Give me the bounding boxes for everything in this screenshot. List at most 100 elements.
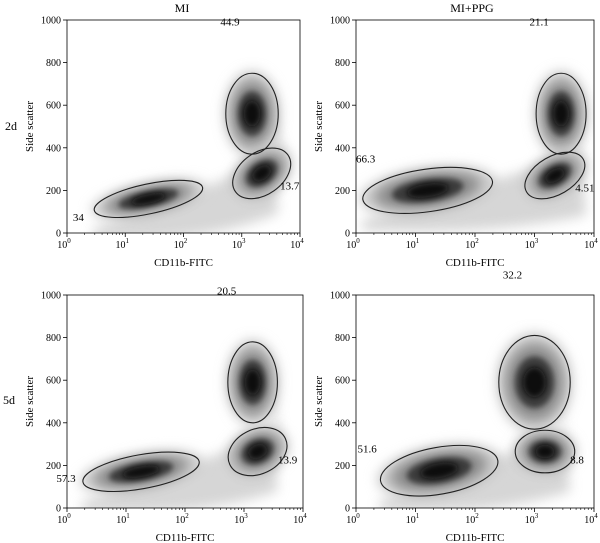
density-haze <box>82 362 280 508</box>
density-cloud-3-4 <box>545 168 565 183</box>
gate-outline-1 <box>362 166 494 214</box>
gate-label-2: 21.1 <box>529 17 548 29</box>
gate-outline-3 <box>232 147 292 200</box>
y-tick-label-3: 600 <box>335 101 350 112</box>
x-axis-label: CD11b-FITC <box>446 257 505 269</box>
y-tick-label-2: 400 <box>335 143 350 154</box>
y-tick-label-1: 200 <box>46 186 61 197</box>
y-axis-label: Side scatter <box>313 101 325 152</box>
scatter-panel-1: 34 44.9 13.7 0 200 400 600 800 1000 100 101 102 103 1… <box>24 16 304 270</box>
y-tick-label-4: 800 <box>46 333 61 344</box>
x-tick-label-3: 103 <box>525 512 539 526</box>
y-tick-label-3: 600 <box>46 376 61 387</box>
y-tick-label-2: 400 <box>46 143 61 154</box>
density-cloud-2-4 <box>523 367 546 398</box>
density-cloud-1-4 <box>406 183 449 198</box>
density-cloud-2-4 <box>243 100 261 127</box>
gate-label-1: 34 <box>73 212 85 224</box>
density-cloud-3-4 <box>248 443 267 460</box>
x-tick-label-0: 100 <box>57 512 71 526</box>
y-axis-label: Side scatter <box>24 376 36 427</box>
density-cloud-3-4 <box>252 165 271 182</box>
x-tick-label-0: 100 <box>57 237 71 251</box>
gate-label-1: 51.6 <box>358 444 378 456</box>
y-tick-label-4: 800 <box>335 58 350 69</box>
x-tick-label-4: 104 <box>584 237 598 251</box>
x-axis-label: CD11b-FITC <box>446 532 505 543</box>
y-tick-label-0: 0 <box>56 504 61 515</box>
y-tick-label-5: 1000 <box>330 16 350 27</box>
density-cloud-3-4 <box>535 444 555 459</box>
gate-label-3: 13.7 <box>280 180 300 192</box>
x-tick-label-2: 102 <box>174 237 188 251</box>
x-tick-label-1: 101 <box>406 237 420 251</box>
y-tick-label-0: 0 <box>345 229 350 240</box>
y-axis-label: Side scatter <box>24 101 36 152</box>
x-tick-label-3: 103 <box>234 512 248 526</box>
gate-outline-1 <box>379 444 499 497</box>
density-cloud-1-4 <box>131 192 166 205</box>
x-tick-label-2: 102 <box>175 512 189 526</box>
x-axis-label: CD11b-FITC <box>156 532 215 543</box>
scatter-panel-4: 51.6 32.2 8.8 0 200 400 600 800 1000 100 101 102 103… <box>313 269 598 543</box>
x-tick-label-4: 104 <box>290 237 304 251</box>
gate-label-1: 57.3 <box>56 473 76 485</box>
x-tick-label-2: 102 <box>465 512 479 526</box>
gate-label-2: 32.2 <box>503 269 522 281</box>
x-tick-label-4: 104 <box>584 512 598 526</box>
gate-label-3: 13.9 <box>278 455 298 467</box>
y-tick-label-5: 1000 <box>41 16 61 27</box>
density-layer <box>79 339 289 508</box>
y-tick-label-5: 1000 <box>330 291 350 302</box>
y-tick-label-2: 400 <box>46 418 61 429</box>
density-layer <box>359 71 588 232</box>
density-cloud-2-4 <box>553 100 570 127</box>
gate-outline-2 <box>535 72 587 155</box>
x-tick-label-1: 101 <box>116 512 130 526</box>
row-label-5d: 5d <box>3 393 15 407</box>
gate-label-3: 4.51 <box>575 182 594 194</box>
gate-outline-3 <box>514 429 576 474</box>
density-haze <box>379 362 571 508</box>
row-label-2d: 2d <box>5 119 17 133</box>
gate-outline-3 <box>524 151 586 200</box>
y-tick-label-1: 200 <box>46 461 61 472</box>
gate-outline-2 <box>498 334 571 430</box>
y-tick-label-4: 800 <box>46 58 61 69</box>
gate-outline-1 <box>93 179 204 219</box>
x-tick-label-2: 102 <box>465 237 479 251</box>
x-tick-label-0: 100 <box>346 237 360 251</box>
y-tick-label-1: 200 <box>335 186 350 197</box>
x-tick-label-3: 103 <box>232 237 246 251</box>
y-tick-label-4: 800 <box>335 333 350 344</box>
gate-label-2: 20.5 <box>217 285 237 297</box>
density-haze <box>93 93 285 233</box>
x-tick-label-3: 103 <box>525 237 539 251</box>
x-axis-label: CD11b-FITC <box>154 257 213 269</box>
x-tick-label-1: 101 <box>116 237 130 251</box>
scatter-panel-2: 66.3 21.1 4.51 0 200 400 600 800 1000 100 101 102 10… <box>313 16 598 270</box>
column-title-mi: MI <box>175 1 190 15</box>
x-tick-label-4: 104 <box>293 512 307 526</box>
y-tick-label-3: 600 <box>46 101 61 112</box>
y-tick-label-0: 0 <box>345 504 350 515</box>
density-layer <box>377 333 577 508</box>
scatter-panel-3: 57.3 20.5 13.9 0 200 400 600 800 1000 100 101 102 10… <box>24 285 307 543</box>
gate-outline-2 <box>227 341 278 424</box>
y-tick-label-5: 1000 <box>41 291 61 302</box>
x-tick-label-0: 100 <box>346 512 360 526</box>
y-tick-label-1: 200 <box>335 461 350 472</box>
gate-label-2: 44.9 <box>220 17 240 29</box>
y-axis-label: Side scatter <box>313 376 325 427</box>
column-title-mi-ppg: MI+PPG <box>450 1 494 15</box>
gate-outline-3 <box>227 426 288 477</box>
y-tick-label-2: 400 <box>335 418 350 429</box>
density-cloud-1-4 <box>122 465 160 479</box>
gate-label-3: 8.8 <box>570 455 584 467</box>
gate-label-1: 66.3 <box>356 153 376 165</box>
density-cloud-1-4 <box>420 462 458 479</box>
density-layer <box>91 71 293 233</box>
density-cloud-2-4 <box>244 369 261 396</box>
x-tick-label-1: 101 <box>406 512 420 526</box>
